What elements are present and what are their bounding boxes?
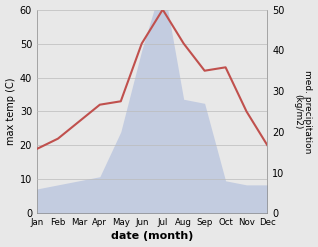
X-axis label: date (month): date (month) <box>111 231 193 242</box>
Y-axis label: max temp (C): max temp (C) <box>5 78 16 145</box>
Y-axis label: med. precipitation
(kg/m2): med. precipitation (kg/m2) <box>293 70 313 153</box>
